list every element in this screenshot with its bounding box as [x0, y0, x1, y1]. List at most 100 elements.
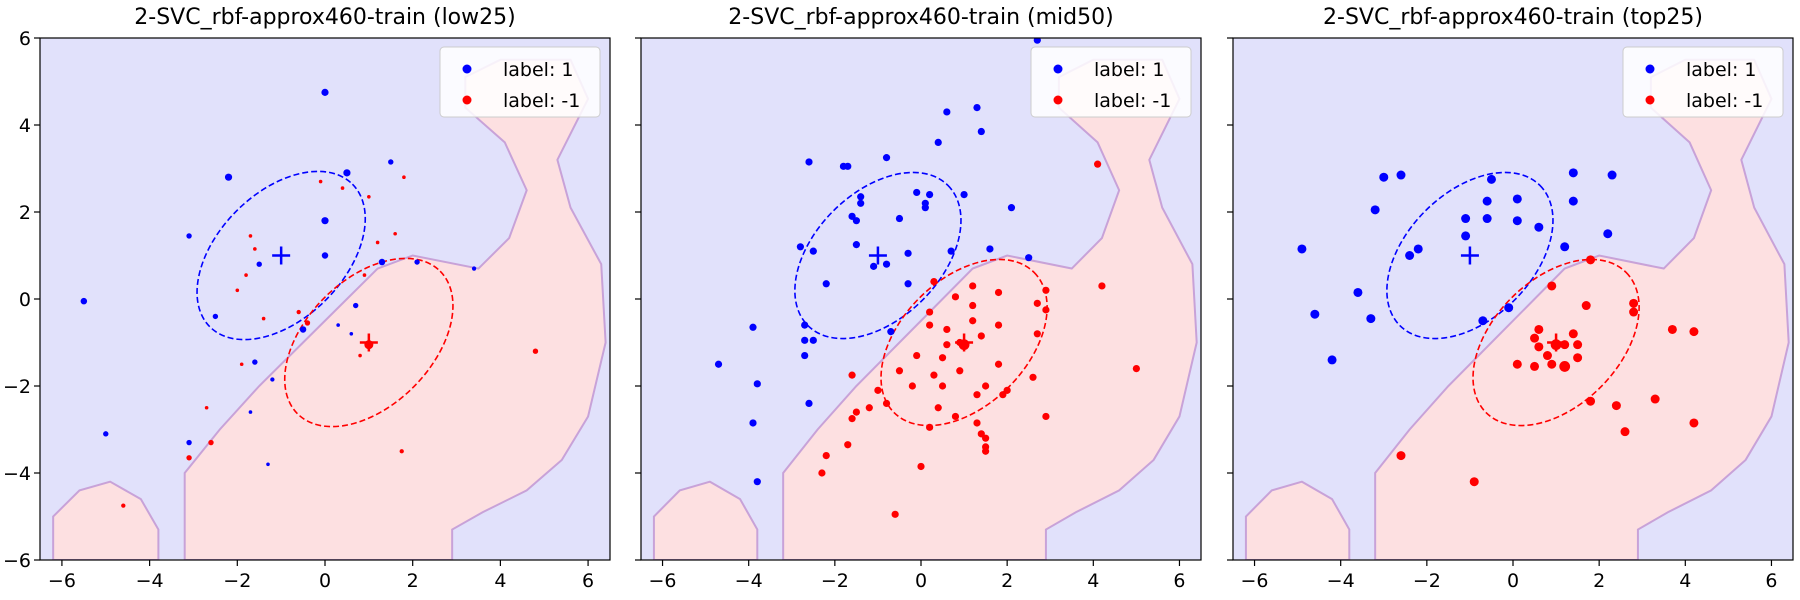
- data-point-negative: [852, 408, 860, 416]
- chart-panel-2: −6 −4 −2 0 2 4 6 2-SVC_rbf-approx460-train (mid…: [635, 5, 1202, 592]
- data-point-positive: [212, 313, 219, 320]
- data-point-negative: [1396, 451, 1406, 461]
- data-point-positive: [378, 258, 386, 266]
- y-tick-label: −6: [3, 550, 31, 572]
- data-point-negative: [994, 321, 1003, 329]
- data-point-positive: [1461, 214, 1471, 224]
- data-point-negative: [121, 503, 126, 508]
- legend-frame: [1622, 46, 1784, 118]
- data-point-negative: [882, 399, 891, 407]
- x-tick-label: −2: [821, 570, 849, 592]
- data-point-negative: [204, 405, 209, 410]
- data-point-positive: [801, 336, 809, 344]
- covariance-ellipse-negative: [1472, 258, 1640, 427]
- y-tick-label: 6: [19, 28, 31, 50]
- data-point-positive: [1396, 170, 1406, 180]
- data-point-negative: [186, 455, 192, 461]
- x-tick-label: −2: [1413, 570, 1441, 592]
- data-point-positive: [1603, 229, 1613, 239]
- data-point-negative: [951, 412, 960, 421]
- data-point-positive: [224, 173, 233, 181]
- x-tick-label: 4: [1087, 570, 1099, 592]
- data-point-negative: [865, 404, 873, 412]
- legend-label: label: 1: [1094, 59, 1164, 81]
- data-point-positive: [934, 138, 942, 146]
- data-point-positive: [471, 266, 477, 271]
- data-point-negative: [1534, 324, 1544, 334]
- data-point-negative: [1620, 427, 1630, 437]
- data-point-positive: [1379, 172, 1389, 182]
- data-point-negative: [358, 353, 362, 358]
- legend-marker-positive: [1053, 64, 1063, 74]
- data-point-negative: [908, 382, 916, 390]
- data-point-negative: [973, 419, 981, 427]
- data-point-negative: [261, 316, 266, 321]
- panel-title: 2-SVC_rbf-approx460-train (top25): [1323, 5, 1703, 30]
- x-tick-label: −6: [649, 570, 677, 592]
- data-point-positive: [805, 399, 813, 407]
- data-point-positive: [1366, 314, 1376, 324]
- data-point-positive: [904, 280, 912, 288]
- data-point-positive: [1327, 355, 1337, 365]
- data-point-positive: [913, 188, 921, 197]
- data-point-positive: [252, 359, 258, 365]
- data-point-negative: [844, 441, 852, 449]
- data-point-negative: [982, 382, 990, 390]
- data-point-negative: [340, 186, 345, 190]
- data-point-negative: [1530, 333, 1540, 343]
- legend-label: label: 1: [1686, 59, 1756, 81]
- data-point-positive: [321, 217, 329, 225]
- data-point-positive: [1607, 170, 1617, 180]
- centroid-marker-positive: [1460, 246, 1479, 265]
- data-point-positive: [977, 127, 985, 136]
- data-point-positive: [186, 233, 192, 239]
- data-point-negative: [895, 367, 904, 375]
- legend: label: 1 label: -1: [1030, 46, 1192, 118]
- data-point-negative: [956, 367, 964, 375]
- chart-panel-1: −6 −4 −2 0 2 4 6 −6 −4 −2 0 2 4 6 2-SVC_rbf-approx460-…: [3, 5, 611, 592]
- data-point-positive: [857, 193, 865, 201]
- legend: label: 1 label: -1: [439, 46, 601, 118]
- data-point-positive: [1512, 194, 1522, 204]
- data-point-positive: [714, 360, 723, 368]
- data-point-negative: [399, 449, 404, 454]
- legend-frame: [439, 46, 601, 118]
- x-tick-label: −6: [48, 570, 76, 592]
- data-point-negative: [999, 391, 1007, 399]
- data-point-positive: [80, 297, 88, 305]
- x-tick-label: 0: [319, 570, 331, 592]
- plot-area: [40, 38, 610, 560]
- data-point-negative: [1650, 394, 1660, 404]
- x-tick-label: 6: [1765, 570, 1777, 592]
- x-tick-label: −4: [136, 570, 164, 592]
- data-point-positive: [852, 217, 860, 225]
- data-point-negative: [913, 351, 921, 360]
- data-point-positive: [1568, 168, 1578, 178]
- data-point-positive: [321, 252, 329, 259]
- data-point-positive: [882, 154, 891, 162]
- data-point-positive: [805, 158, 813, 166]
- x-tick-label: 0: [1507, 570, 1519, 592]
- data-point-positive: [870, 262, 878, 270]
- data-point-negative: [1559, 361, 1571, 372]
- centroid-marker-negative: [359, 333, 378, 352]
- y-tick-label: 4: [19, 115, 31, 137]
- data-point-positive: [895, 214, 904, 223]
- data-point-negative: [1132, 365, 1140, 373]
- data-point-negative: [994, 288, 1003, 297]
- data-point-positive: [822, 280, 830, 288]
- data-point-negative: [926, 423, 934, 431]
- x-tick-label: −4: [1327, 570, 1355, 592]
- data-point-negative: [1512, 359, 1522, 369]
- y-tick-label: 0: [19, 289, 31, 311]
- legend: label: 1 label: -1: [1622, 46, 1784, 118]
- data-point-positive: [388, 159, 394, 165]
- data-point-negative: [1568, 329, 1578, 339]
- data-point-positive: [904, 249, 912, 257]
- centroid-marker-negative: [955, 333, 974, 352]
- data-point-negative: [977, 332, 985, 340]
- data-point-negative: [891, 510, 899, 518]
- data-point-positive: [1534, 222, 1544, 232]
- data-point-negative: [1547, 281, 1557, 291]
